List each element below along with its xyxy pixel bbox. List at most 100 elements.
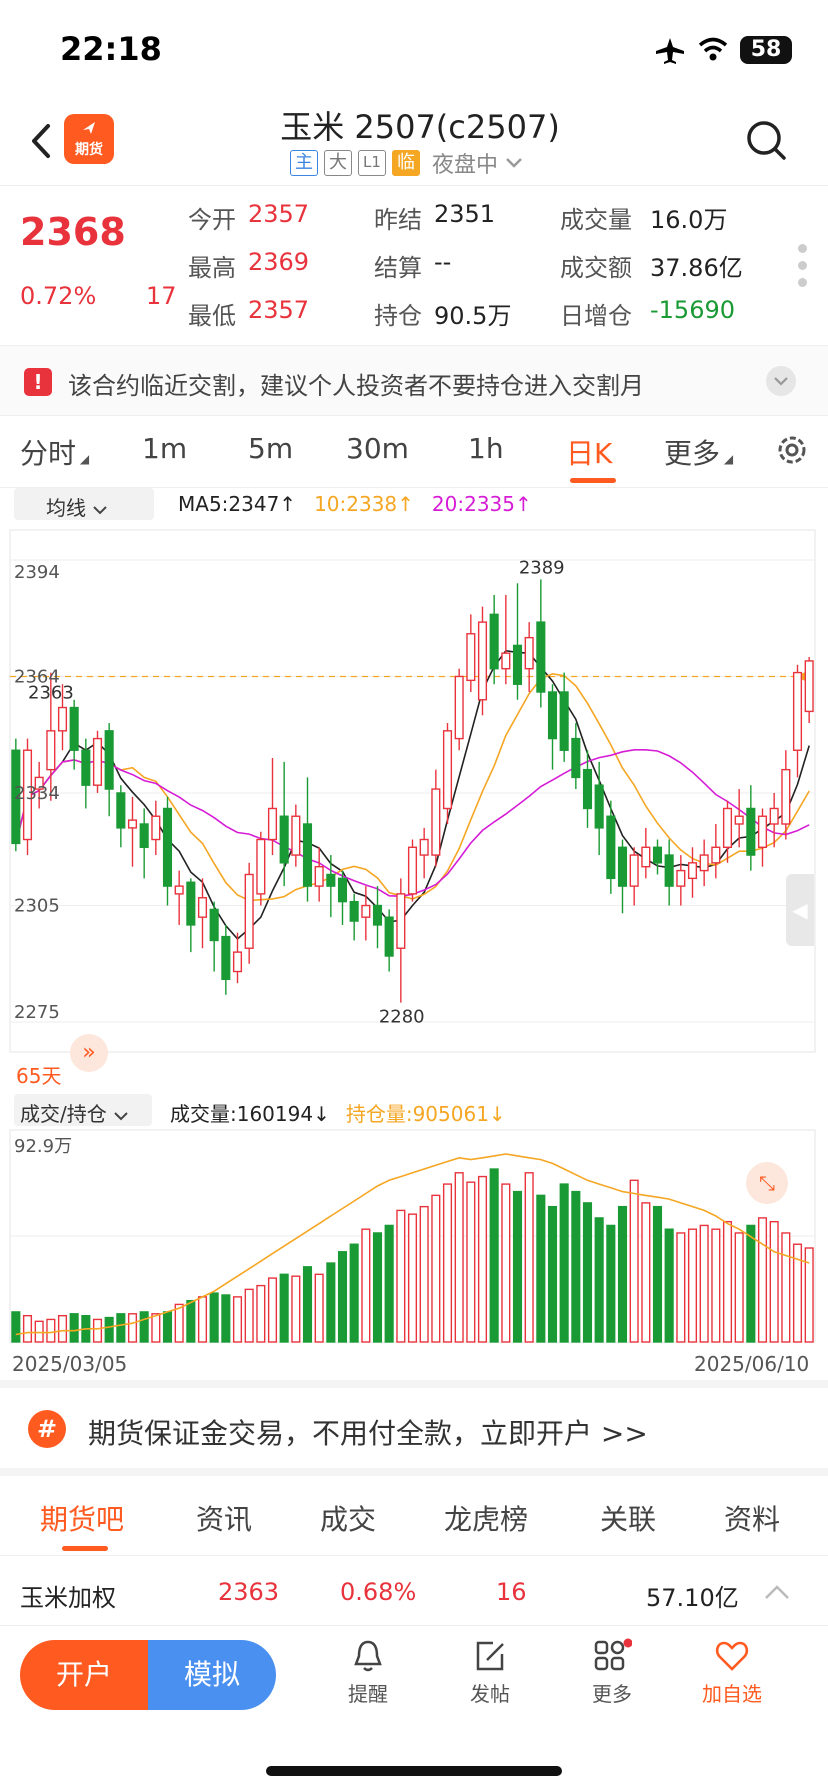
candle-body [477, 621, 488, 701]
tag-large: 大 [324, 150, 352, 176]
volume-bar [512, 1190, 523, 1343]
tab-30m[interactable]: 30m [346, 432, 409, 465]
candle-body [652, 846, 663, 864]
volume-bar [361, 1228, 371, 1343]
settle-label: 结算 [374, 254, 422, 282]
volume-values: 成交量:160194↓ 持仓量:905061↓ [170, 1098, 506, 1127]
post-button[interactable]: 发帖 [450, 1638, 530, 1707]
search-button[interactable] [742, 116, 792, 166]
volume-bar [571, 1190, 581, 1343]
chevron-down-icon [93, 506, 108, 515]
tab-daily-k[interactable]: 日K [566, 437, 613, 470]
candle-body [11, 749, 21, 845]
scroll-right-icon[interactable]: » [70, 1034, 108, 1072]
candle-body [244, 873, 254, 949]
tab-intraday[interactable]: 分时 ◢ [20, 437, 90, 470]
volume-bar [419, 1205, 429, 1343]
open-label: 今开 [188, 206, 236, 234]
volume-bar [501, 1183, 511, 1343]
candle-body [162, 807, 173, 887]
more-button[interactable]: 更多 [572, 1638, 652, 1707]
gear-icon[interactable] [772, 430, 812, 470]
kline-chart[interactable]: 2394 2364 2334 2305 2275 2389 2280 2363 [0, 522, 828, 1352]
delivery-alert[interactable]: ! 该合约临近交割，建议个人投资者不要持仓进入交割月 [0, 346, 828, 416]
tab-news[interactable]: 资讯 [196, 1503, 253, 1536]
open-interest-line [15, 1153, 810, 1336]
tab-forum[interactable]: 期货吧 [40, 1503, 125, 1536]
contract-tags: 主 大 L1 临 夜盘中 [290, 148, 524, 178]
tab-profile[interactable]: 资料 [724, 1503, 781, 1536]
x-axis-end: 2025/06/10 [694, 1352, 810, 1376]
volume-bar [407, 1213, 418, 1343]
contract-title[interactable]: 玉米 2507(c2507) [280, 108, 560, 146]
volume-bar [804, 1247, 814, 1343]
volume-value: 16.0万 [650, 206, 728, 234]
open-interest-value: 持仓量:905061↓ [345, 1102, 506, 1126]
add-favorite-button[interactable]: 加自选 [692, 1638, 772, 1707]
collapse-button[interactable] [766, 366, 796, 396]
tab-top-list[interactable]: 龙虎榜 [444, 1503, 529, 1536]
tab-trades[interactable]: 成交 [320, 1503, 377, 1536]
tab-5m[interactable]: 5m [248, 432, 294, 465]
tag-main: 主 [290, 150, 318, 176]
candle-body [361, 904, 371, 918]
volume-bar [781, 1232, 791, 1343]
edit-icon [476, 1641, 504, 1671]
volume-bar [442, 1183, 453, 1343]
tab-1h[interactable]: 1h [468, 432, 504, 465]
tab-1m[interactable]: 1m [142, 432, 188, 465]
candle-body [594, 784, 604, 829]
alert-button[interactable]: 提醒 [328, 1638, 408, 1707]
candle-body [197, 897, 208, 918]
candle-body [349, 900, 359, 922]
volume-bar [186, 1299, 196, 1343]
status-time: 22:18 [60, 30, 162, 68]
weighted-amount: 57.10亿 [646, 1584, 739, 1612]
candle-body [792, 671, 803, 751]
airplane-icon [656, 38, 684, 64]
volume-legend: 成交/持仓 成交量:160194↓ 持仓量:905061↓ [0, 1094, 828, 1130]
hash-icon: # [28, 1410, 66, 1448]
indicator-selector[interactable]: 均线 [14, 488, 154, 520]
logo-mark-icon [83, 122, 95, 134]
open-account-button[interactable]: 开户 [20, 1640, 148, 1710]
weighted-name: 玉米加权 [20, 1584, 116, 1612]
change-percent: 0.72% [20, 282, 97, 310]
tab-related[interactable]: 关联 [600, 1503, 657, 1536]
volume-bar [792, 1243, 803, 1343]
volume-bar [769, 1220, 779, 1343]
heart-icon [715, 1641, 749, 1671]
weighted-index-row[interactable]: 玉米加权 2363 0.68% 16 57.10亿 [0, 1560, 828, 1626]
tab-more[interactable]: 更多 ◢ [664, 437, 734, 470]
header: 期货 玉米 2507(c2507) 主 大 L1 临 夜盘中 [0, 100, 828, 186]
candle-body [384, 916, 394, 957]
ma20-value: 20:2335↑ [431, 492, 532, 516]
candle-body [641, 846, 651, 868]
active-tab-indicator [62, 1546, 108, 1551]
demo-trade-button[interactable]: 模拟 [148, 1640, 276, 1710]
volume-max-label: 92.9万 [14, 1136, 73, 1157]
volume-bar [699, 1224, 709, 1343]
expand-icon[interactable]: ⤡ [746, 1162, 788, 1204]
volume-bar [349, 1243, 359, 1343]
volume-bars [11, 1168, 814, 1343]
promo-banner[interactable]: # 期货保证金交易，不用付全款，立即开户 >> [0, 1380, 828, 1476]
chevron-down-icon[interactable] [504, 156, 524, 170]
candle-body [22, 749, 33, 841]
session-status[interactable]: 夜盘中 [432, 153, 499, 178]
candle-body [127, 819, 138, 829]
candle-body [606, 815, 616, 880]
more-dots-icon[interactable] [798, 244, 808, 295]
volume-bar [746, 1224, 756, 1343]
volume-indicator-selector[interactable]: 成交/持仓 [14, 1094, 152, 1126]
candle-body [419, 838, 429, 856]
y-tick-label: 2305 [14, 896, 60, 917]
chevron-up-icon[interactable] [764, 1584, 790, 1600]
candle-body [396, 893, 406, 949]
candle-body [81, 749, 91, 786]
candle-body [466, 633, 476, 682]
volume-bar [711, 1228, 721, 1343]
back-button[interactable] [22, 118, 62, 164]
side-panel-handle[interactable]: ◀ [786, 874, 814, 946]
y-tick-label: 2334 [14, 783, 60, 804]
